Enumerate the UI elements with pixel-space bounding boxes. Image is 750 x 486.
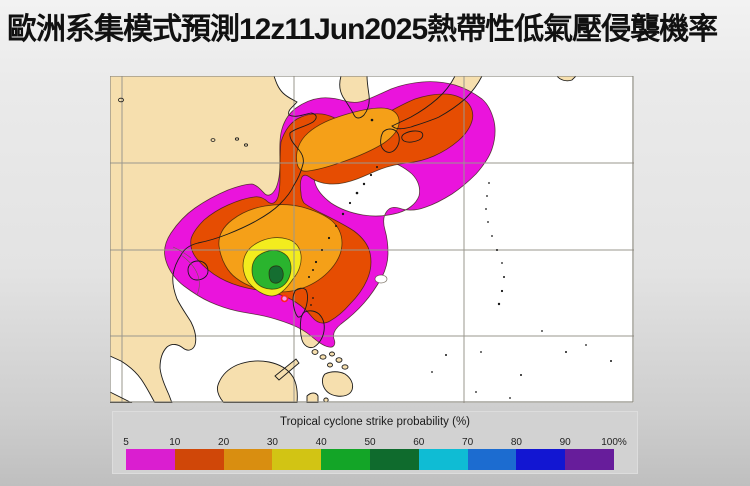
legend-segment-8 <box>467 449 517 470</box>
legend-segment-7 <box>418 449 468 470</box>
legend-segment-9 <box>516 449 566 470</box>
legend-tick-50: 50 <box>364 437 376 448</box>
legend-panel: Tropical cyclone strike probability (%) … <box>112 411 638 474</box>
legend-segment-4 <box>272 449 322 470</box>
legend-tick-60: 60 <box>413 437 425 448</box>
strike-probability-map <box>110 76 634 403</box>
legend-tick-labels: 5 10 20 30 40 50 60 70 80 90 100% <box>123 437 627 449</box>
legend-segment-5 <box>321 449 370 470</box>
contour-20pct-north <box>296 107 400 172</box>
contour-hole <box>374 274 388 284</box>
grid-lines <box>110 76 634 403</box>
legend-segment-2 <box>174 449 224 470</box>
legend-segment-1 <box>126 449 175 470</box>
legend-tick-90: 90 <box>559 437 571 448</box>
legend-tick-5: 5 <box>123 437 129 448</box>
page-title: 歐洲系集模式預測12z11Jun2025熱帶性低氣壓侵襲機率 <box>7 13 718 46</box>
legend-color-bar <box>126 449 614 470</box>
map-border <box>110 76 634 403</box>
legend-tick-20: 20 <box>218 437 230 448</box>
legend-title: Tropical cyclone strike probability (%) <box>279 416 471 428</box>
contour-50pct <box>268 265 284 284</box>
legend-segment-10 <box>565 449 614 470</box>
lake-outlines <box>118 97 248 147</box>
country-borders <box>172 246 200 296</box>
legend-tick-100: 100% <box>601 437 627 448</box>
legend-tick-40: 40 <box>315 437 327 448</box>
map-panel <box>110 76 634 403</box>
legend-tick-70: 70 <box>462 437 474 448</box>
tropical-depression-marker <box>280 294 289 303</box>
island-dots <box>308 118 612 399</box>
legend-tick-30: 30 <box>266 437 278 448</box>
legend-segment-3 <box>223 449 273 470</box>
legend-segment-6 <box>369 449 419 470</box>
legend-tick-80: 80 <box>510 437 522 448</box>
legend-tick-10: 10 <box>169 437 181 448</box>
